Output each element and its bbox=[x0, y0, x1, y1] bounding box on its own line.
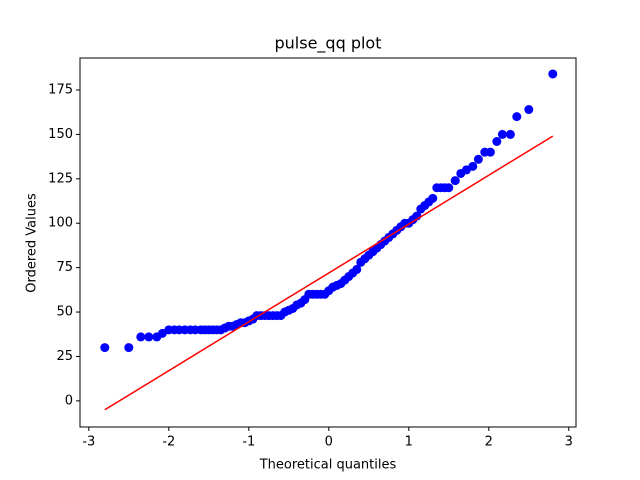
y-tick-label: 25 bbox=[56, 349, 73, 364]
point bbox=[352, 264, 362, 274]
x-tick-label: 1 bbox=[405, 435, 413, 450]
point bbox=[100, 343, 110, 353]
point bbox=[485, 147, 495, 157]
point bbox=[548, 69, 558, 79]
y-tick-label: 75 bbox=[56, 260, 73, 275]
point bbox=[524, 105, 534, 115]
point bbox=[444, 183, 454, 193]
point bbox=[512, 112, 522, 122]
x-tick-label: -2 bbox=[162, 435, 175, 450]
point bbox=[473, 154, 483, 164]
point bbox=[136, 332, 146, 342]
x-tick-label: 0 bbox=[325, 435, 333, 450]
y-tick-label: 175 bbox=[48, 82, 73, 97]
plot-frame bbox=[79, 57, 577, 428]
y-tick-label: 0 bbox=[65, 393, 73, 408]
x-tick-label: 2 bbox=[485, 435, 493, 450]
point bbox=[505, 129, 515, 139]
y-tick-label: 125 bbox=[48, 171, 73, 186]
point bbox=[497, 129, 507, 139]
x-tick-label: 3 bbox=[565, 435, 573, 450]
point bbox=[450, 176, 460, 186]
y-tick-label: 100 bbox=[48, 216, 73, 231]
point bbox=[124, 343, 134, 353]
point bbox=[468, 161, 478, 171]
y-tick-label: 150 bbox=[48, 127, 73, 142]
x-tick-label: -3 bbox=[82, 435, 95, 450]
y-axis-label: Ordered Values bbox=[25, 193, 40, 293]
y-tick-label: 50 bbox=[56, 305, 73, 320]
point bbox=[428, 193, 438, 203]
fit-line bbox=[104, 135, 554, 411]
x-axis-label: Theoretical quantiles bbox=[259, 458, 397, 473]
point bbox=[144, 332, 154, 342]
point bbox=[492, 137, 502, 147]
chart-title: pulse_qq plot bbox=[275, 34, 382, 54]
x-tick-label: -1 bbox=[242, 435, 255, 450]
